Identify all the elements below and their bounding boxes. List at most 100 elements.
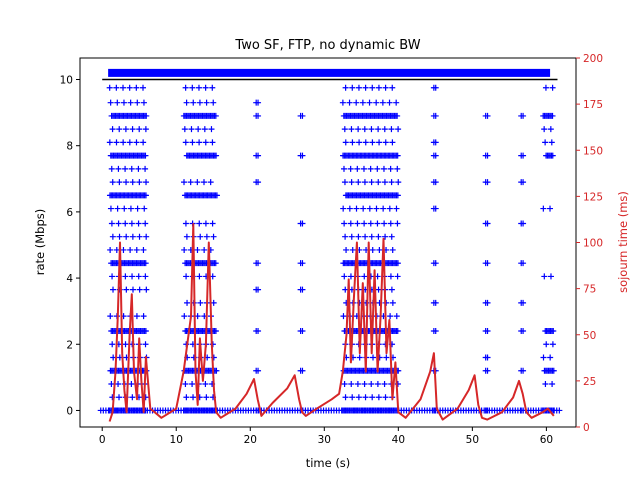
rate-point [115, 165, 122, 172]
rate-point [340, 205, 347, 212]
rate-point [134, 99, 141, 106]
rate-point [541, 126, 548, 133]
rate-point [360, 205, 367, 212]
x-tick-label: 20 [244, 434, 257, 446]
rate-point [187, 179, 194, 186]
rate-dense-line [108, 68, 551, 77]
rate-point [114, 205, 121, 212]
rate-point [386, 99, 393, 106]
x-axis-label: time (s) [306, 456, 351, 470]
rate-point [143, 233, 150, 240]
rate-point [113, 139, 120, 146]
rate-point [201, 179, 207, 186]
rate-point [128, 220, 135, 227]
rate-point [341, 179, 348, 186]
rate-point [394, 112, 401, 119]
rate-point [195, 84, 202, 91]
rate-point [394, 260, 401, 267]
rate-point [383, 354, 390, 361]
rate-point [374, 380, 381, 387]
rate-point [194, 179, 201, 186]
rate-point [484, 220, 491, 227]
rate-point [340, 165, 347, 172]
rate-point [379, 99, 386, 106]
rate-point [369, 84, 376, 91]
rate-point [341, 126, 348, 133]
rate-point [547, 205, 554, 212]
rate-point [370, 354, 377, 361]
rate-point [387, 220, 394, 227]
rate-point [299, 367, 306, 374]
rate-point [213, 152, 220, 159]
rate-point [129, 273, 136, 280]
rate-point [299, 286, 306, 293]
rate-point [387, 313, 394, 320]
rate-point [109, 179, 116, 186]
rate-point [375, 286, 382, 293]
rate-point [389, 84, 396, 91]
rate-point [361, 126, 368, 133]
rate-point [136, 233, 143, 240]
rate-point [255, 328, 262, 335]
rate-point [255, 179, 262, 186]
rate-point [255, 112, 262, 119]
rate-point [375, 126, 382, 133]
rate-point [202, 220, 209, 227]
rate-point [121, 205, 128, 212]
rate-point [341, 220, 348, 227]
rate-point [140, 99, 147, 106]
rate-point [549, 380, 556, 387]
rate-point [382, 84, 389, 91]
rate-point [520, 367, 527, 374]
rate-point [381, 179, 388, 186]
rate-point [123, 233, 130, 240]
rate-point [299, 220, 306, 227]
rate-point [116, 179, 123, 186]
rate-point [393, 99, 400, 106]
x-tick-label: 10 [170, 434, 183, 446]
rate-point [213, 192, 220, 199]
y2-axis-label: sojourn time (ms) [616, 191, 630, 293]
rate-point [196, 99, 203, 106]
rate-point [347, 165, 354, 172]
rate-point [122, 341, 129, 348]
rate-point [134, 205, 141, 212]
rate-point [361, 273, 368, 280]
plot-area [97, 68, 563, 422]
rate-point [347, 220, 354, 227]
rate-point [549, 84, 556, 91]
rate-point [484, 367, 491, 374]
rate-point [361, 220, 368, 227]
rate-point [133, 139, 140, 146]
rate-point [346, 99, 353, 106]
rate-point [556, 407, 563, 414]
rate-point [142, 328, 149, 335]
rate-point [355, 394, 362, 401]
rate-point [393, 313, 400, 320]
rate-point [375, 233, 382, 240]
rate-point [520, 328, 527, 335]
rate-point [201, 126, 208, 133]
rate-point [382, 233, 389, 240]
rate-point [349, 246, 356, 253]
rate-point [142, 165, 149, 172]
rate-point [106, 139, 113, 146]
rate-point [520, 152, 527, 159]
rate-point [202, 84, 209, 91]
rate-point [195, 126, 202, 133]
rate-point [366, 99, 373, 106]
rate-point [127, 205, 134, 212]
rate-point [367, 220, 374, 227]
rate-point [432, 139, 439, 146]
rate-point [183, 99, 190, 106]
rate-point [362, 233, 369, 240]
rate-point [355, 179, 362, 186]
rate-point [133, 84, 140, 91]
rate-point [126, 139, 133, 146]
rate-point [373, 205, 380, 212]
rate-point [356, 139, 363, 146]
rate-point [375, 84, 382, 91]
rate-point [520, 220, 527, 227]
rate-point [393, 205, 400, 212]
rate-point [133, 246, 140, 253]
